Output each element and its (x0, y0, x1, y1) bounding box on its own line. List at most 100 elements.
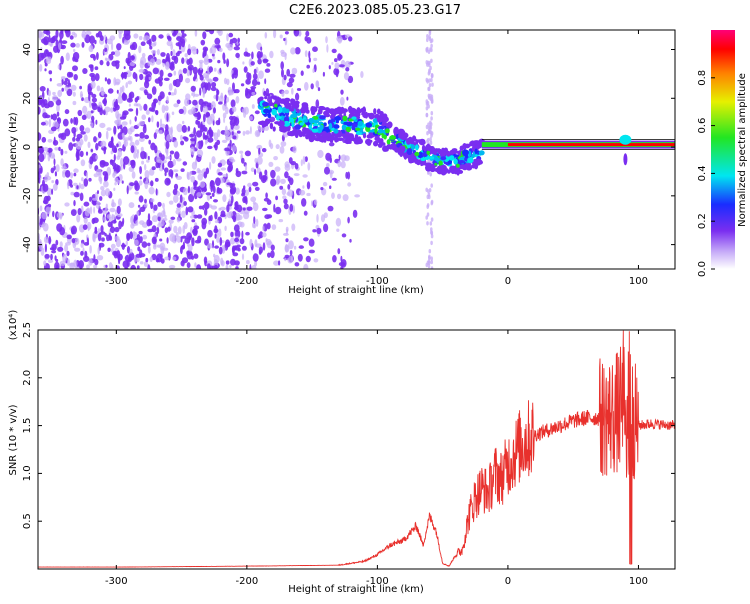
spectrogram-cell (193, 127, 197, 136)
spectrogram-cell (270, 178, 277, 187)
spectrogram-cell (323, 133, 327, 139)
spectrogram-cell (140, 41, 146, 46)
spectrogram-cell (389, 135, 396, 140)
spectrogram-cell (233, 224, 240, 232)
spectrogram-cell (355, 127, 361, 131)
spectrogram-cell (158, 34, 164, 39)
spectrogram-cell (280, 61, 285, 70)
spectrogram-cell (109, 207, 116, 213)
spectrogram-cell (226, 182, 232, 186)
spectrogram-cell (328, 142, 335, 147)
spectrogram-cell (95, 119, 98, 125)
spectrogram-cell (52, 91, 56, 96)
spectrogram-cell (70, 209, 77, 217)
spectrogram-cell (224, 125, 228, 134)
spectrogram-cell (141, 52, 146, 58)
spectrogram-cell (79, 124, 85, 132)
spectrogram-cell (182, 136, 188, 140)
spectrogram-cell (205, 192, 212, 196)
spectrogram-cell (144, 198, 147, 204)
spectrogram-cell (428, 83, 432, 88)
spectrogram-xlabel: Height of straight line (km) (288, 285, 424, 296)
spectrogram-cell (168, 62, 175, 70)
spectrogram-cell (262, 242, 266, 251)
spectrogram-cell (250, 167, 255, 173)
spectrogram-cell (317, 149, 324, 159)
spectrogram-cell (449, 155, 455, 161)
spectrogram-cell (156, 226, 160, 234)
spectrogram-cell (173, 70, 177, 76)
spectrogram-cell (138, 69, 145, 73)
spectrogram-cell (108, 140, 114, 149)
spectrogram-cell (168, 83, 173, 91)
spectrogram-cell (165, 61, 170, 68)
spectrogram-cell (303, 237, 309, 242)
spectrogram-cell (126, 185, 129, 195)
spectrogram-cell (66, 250, 70, 257)
spectrogram-cell (198, 59, 204, 64)
spectrogram-cell (123, 139, 127, 147)
spectrogram-cell (439, 164, 447, 171)
spectrogram-cell (217, 162, 223, 168)
spectrogram-cell (330, 114, 336, 120)
spectrogram-cell (430, 256, 434, 261)
spectrogram-cell (232, 82, 235, 91)
spectrogram-cell (381, 142, 386, 146)
spectrogram-cell (268, 139, 272, 148)
snr-ytick-label: 1.0 (22, 465, 33, 481)
spectrogram-cell (69, 35, 74, 40)
spectrogram-cell (262, 225, 265, 232)
spectrogram-cell (164, 227, 169, 234)
snr-xtick-label: -300 (105, 576, 128, 587)
spectrogram-cell (304, 36, 308, 42)
spectrogram-cell (49, 247, 55, 251)
spectrogram-ytick-label: 20 (22, 92, 33, 105)
spectrogram-cell (41, 211, 48, 220)
spectrogram-cell (235, 187, 240, 195)
spectrogram-cell (233, 69, 239, 79)
spectrogram-cell (429, 122, 433, 127)
spectrogram-cell (157, 201, 162, 207)
spectrogram-cell (226, 33, 229, 42)
spectrogram-cell (121, 92, 126, 101)
snr-marks (38, 330, 675, 568)
spectrogram-cell (203, 113, 206, 123)
spectrogram-cell (184, 237, 191, 244)
spectrogram-cell (427, 137, 430, 143)
spectrogram-cell (454, 154, 459, 158)
spectrogram-cell (429, 221, 433, 226)
spectrogram-cell (227, 86, 232, 96)
spectrogram-cell (88, 258, 93, 266)
spectrogram-cell (151, 86, 157, 95)
spectrogram-cell (64, 150, 68, 154)
spectrogram-cell (252, 181, 259, 187)
spectrogram-cell (44, 174, 48, 183)
spectrogram-cell (73, 200, 76, 207)
spectrogram-cell (290, 47, 296, 55)
spectrogram-cell (100, 186, 105, 191)
spectrogram-cell (173, 140, 179, 148)
spectrogram-cell (324, 166, 330, 175)
spectrogram-cell (334, 136, 339, 143)
spectrogram-cell (72, 51, 80, 61)
spectrogram-cell (241, 192, 246, 197)
spectrogram-cell (53, 158, 56, 166)
spectrogram-cell (204, 139, 208, 145)
spectrogram-cell (144, 134, 150, 140)
spectrogram-cell (54, 255, 57, 261)
spectrogram-cell (433, 149, 437, 156)
spectrogram-cell (157, 164, 161, 168)
spectrogram-cell (430, 230, 434, 236)
spectrogram-cell (218, 101, 223, 105)
spectrogram-cell (136, 265, 140, 269)
spectrogram-cell (84, 127, 91, 134)
spectrogram-cell (183, 187, 188, 196)
spectrogram-cell (235, 96, 240, 104)
spectrogram-cell (117, 30, 124, 35)
spectrogram-cell (79, 85, 82, 90)
spectrogram-cell (272, 126, 276, 132)
spectrogram-cell (289, 203, 294, 212)
spectrogram-cell (288, 240, 294, 250)
spectrogram-cell (45, 206, 51, 215)
spectrogram-cell (346, 122, 353, 127)
